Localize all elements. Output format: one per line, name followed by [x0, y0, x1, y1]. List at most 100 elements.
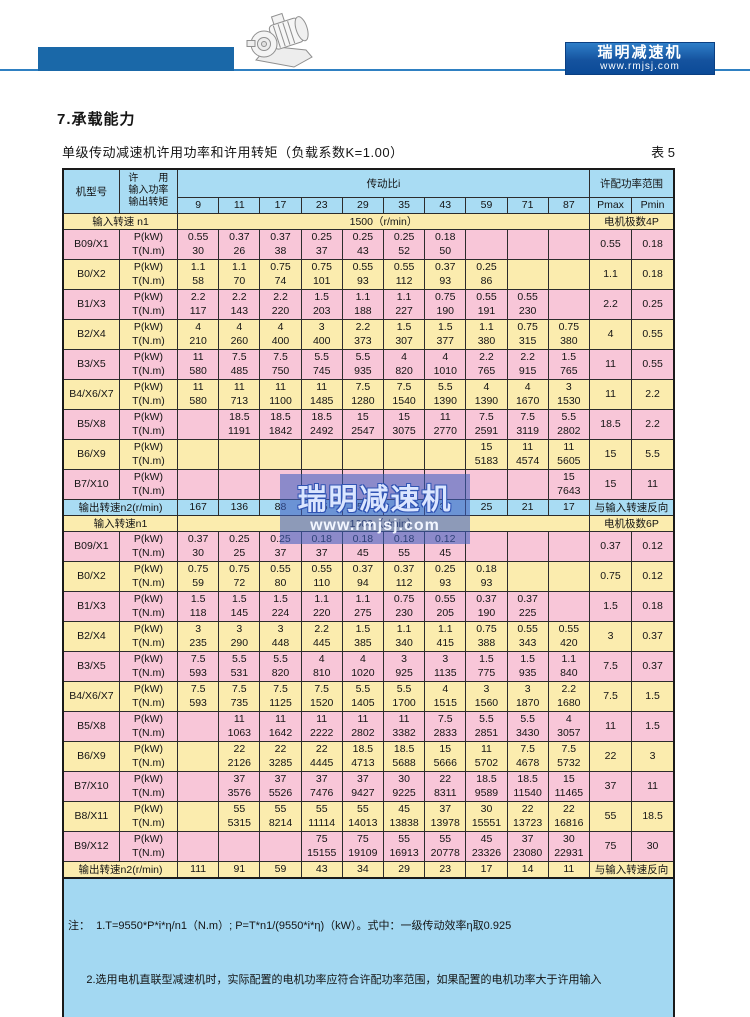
model-name: B0/X2 [62, 258, 120, 290]
output-speed-label: 输出转速n2(r/min) [62, 860, 179, 878]
t-value: 58 [192, 275, 204, 287]
pt-values: 2.2 117 [177, 288, 220, 320]
input-speed-value: 1500（r/min） [177, 212, 590, 230]
p-value: 11 [316, 381, 328, 393]
t-value: 52 [398, 245, 410, 257]
t-value: 15551 [471, 817, 502, 829]
p-value: 1.5 [273, 593, 288, 605]
p-value: 7.5 [190, 653, 206, 665]
pt-values: 75 19109 [341, 830, 384, 862]
p-value [179, 440, 218, 454]
p-value: 1.5 [437, 321, 453, 333]
t-value: 343 [518, 637, 537, 649]
t-value: 1560 [474, 697, 499, 709]
pt-values: 22 13723 [506, 800, 549, 832]
t-value: 1670 [515, 395, 540, 407]
p-value: 1.5 [396, 321, 412, 333]
pt-values: 11 580 [177, 378, 220, 410]
p-label: P(kW) [133, 773, 163, 785]
pt-values: 4 210 [177, 318, 220, 350]
pt-values: 30 9225 [382, 770, 426, 802]
p-value: 7.5 [232, 683, 247, 695]
p-value: 7.5 [520, 743, 535, 755]
t-label: T(N.m) [132, 697, 165, 709]
model-name: B7/X10 [62, 770, 120, 802]
t-value: 593 [189, 697, 207, 709]
model-name: B3/X5 [62, 348, 120, 380]
pt-values: 3 290 [218, 620, 261, 652]
p-label: P(kW) [133, 743, 163, 755]
t-label: T(N.m) [132, 335, 165, 347]
t-value: 400 [312, 335, 331, 347]
p-label: P(kW) [133, 351, 163, 363]
t-label: T(N.m) [132, 757, 165, 769]
p-label: P(kW) [133, 713, 163, 725]
pt-values: 37 7476 [300, 770, 343, 802]
t-value: 713 [230, 395, 249, 407]
p-value: 1.5 [561, 351, 577, 363]
t-value [549, 576, 588, 590]
p-value: 1.1 [396, 623, 412, 635]
t-value: 5605 [557, 455, 581, 467]
t-value: 3576 [227, 787, 251, 799]
p-value: 5.5 [273, 653, 288, 665]
pt-values [506, 258, 549, 290]
p-value: 0.55 [187, 231, 209, 243]
permit-col-line: 输出转矩 [128, 197, 169, 209]
pt-values: 0.37 225 [506, 590, 549, 622]
brand-url: www.rmjsj.com [600, 61, 680, 72]
pt-values: 3 448 [259, 620, 302, 652]
pt-values: 45 23326 [465, 830, 508, 862]
pmin-value: 1.5 [631, 710, 675, 742]
p-value: 3 [565, 381, 572, 393]
header-divider-line [0, 69, 750, 71]
p-value: 5.5 [355, 351, 371, 363]
t-value: 9427 [351, 787, 375, 799]
pt-values: 18.5 5688 [382, 740, 426, 772]
t-label: T(N.m) [132, 455, 165, 467]
p-value: 18.5 [393, 743, 415, 755]
t-value: 205 [436, 607, 455, 619]
p-value: 15 [357, 411, 369, 423]
pt-values: 0.37 112 [382, 560, 426, 592]
pmax-value: 0.37 [588, 530, 633, 562]
pt-labels: P(kW) T(N.m) [118, 680, 179, 712]
pt-values: 0.37 93 [424, 258, 467, 290]
output-speed-value: 11 [547, 860, 590, 878]
pt-values: 0.55 93 [341, 258, 384, 290]
t-value: 485 [230, 365, 249, 377]
pt-values: 11 1100 [259, 378, 302, 410]
p-label: P(kW) [133, 411, 163, 423]
pt-values [300, 438, 343, 470]
t-value [179, 454, 218, 468]
p-value: 7.5 [520, 411, 535, 423]
model-name: B4/X6/X7 [62, 680, 120, 712]
table-header-row: 机型号许 用输入功率 输出转矩 传动比i 许配功率范围 [62, 168, 675, 214]
pt-values: 0.55 112 [382, 258, 426, 290]
pt-values [177, 468, 220, 500]
p-value: 11 [275, 381, 286, 393]
p-value: 18.5 [311, 411, 332, 423]
t-value: 2851 [474, 727, 499, 739]
pt-values: 15 5183 [465, 438, 508, 470]
p-value: 55 [274, 803, 287, 815]
pt-labels: P(kW) T(N.m) [118, 288, 179, 320]
pt-values: 11 1063 [218, 710, 261, 742]
output-speed-value: 167 [177, 498, 220, 516]
p-value [508, 562, 547, 576]
t-value: 4678 [515, 757, 540, 769]
p-label: P(kW) [133, 381, 163, 393]
p-value: 22 [274, 743, 287, 755]
t-value: 16816 [554, 817, 584, 829]
permit-col-header: 许 用输入功率 输出转矩 [118, 168, 179, 214]
p-value: 1.1 [396, 291, 412, 303]
t-value: 1020 [351, 667, 375, 679]
pt-values: 0.55 110 [300, 560, 343, 592]
pt-labels: P(kW) T(N.m) [118, 710, 179, 742]
t-value: 1191 [228, 425, 251, 437]
t-value: 925 [395, 667, 413, 679]
p-value [220, 470, 259, 484]
t-value [179, 816, 218, 830]
model-name: B1/X3 [62, 288, 120, 320]
t-value [220, 454, 259, 468]
